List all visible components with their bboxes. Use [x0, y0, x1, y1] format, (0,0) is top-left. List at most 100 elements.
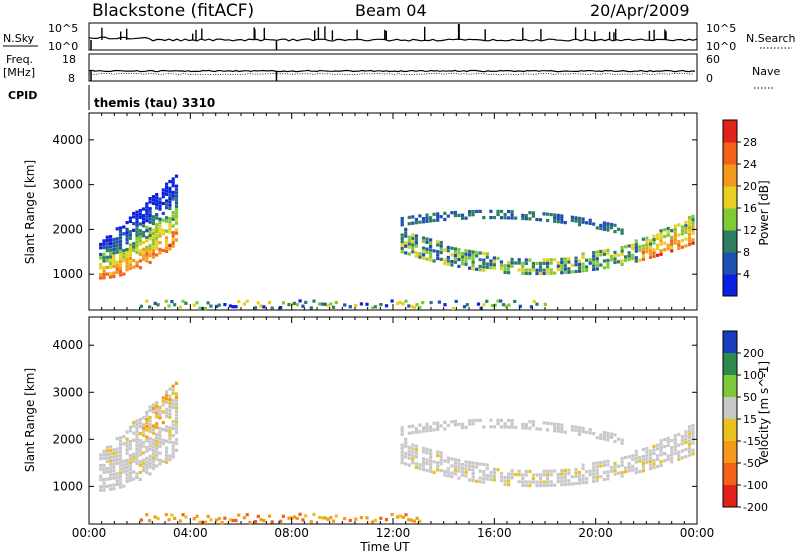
echo-cell: [390, 299, 394, 303]
echo-cell: [164, 513, 168, 517]
echo-cell: [556, 217, 560, 221]
echo-cell: [148, 220, 152, 224]
echo-cell: [174, 188, 179, 192]
echo-cell: [446, 474, 450, 478]
echo-cell: [287, 303, 291, 307]
echo-cell: [471, 250, 475, 254]
echo-cell: [624, 258, 628, 262]
echo-cell: [652, 251, 656, 255]
echo-cell: [687, 443, 692, 447]
echo-cell: [125, 430, 129, 434]
colorbar-tick-label: 12: [743, 224, 757, 237]
echo-cell: [141, 469, 146, 473]
echo-cell: [135, 426, 139, 430]
echo-cell: [400, 454, 404, 458]
echo-cell: [155, 196, 159, 200]
echo-cell: [577, 481, 582, 485]
echo-cell: [425, 250, 429, 254]
echo-cell: [135, 223, 139, 228]
echo-cell: [499, 418, 504, 422]
echo-cell: [670, 439, 674, 443]
echo-cell: [595, 465, 599, 469]
echo-cell: [514, 425, 518, 429]
echo-cell: [543, 302, 547, 306]
echo-cell: [460, 258, 465, 262]
echo-cell: [125, 264, 129, 268]
echo-cell: [666, 436, 670, 440]
echo-cell: [125, 227, 129, 231]
echo-cell: [577, 262, 582, 267]
echo-cell: [171, 184, 175, 188]
echo-cell: [155, 203, 159, 207]
echo-cell: [499, 267, 504, 271]
echo-cell: [535, 473, 539, 477]
echo-cell: [418, 220, 422, 224]
echo-cell: [125, 261, 129, 265]
echo-cell: [203, 306, 207, 311]
echo-cell: [450, 211, 454, 215]
echo-cell: [171, 217, 175, 221]
echo-cell: [148, 415, 152, 420]
echo-cell: [122, 259, 126, 263]
echo-cell: [102, 246, 106, 250]
echo-cell: [242, 516, 246, 520]
echo-cell: [507, 264, 511, 268]
echo-cell: [687, 453, 692, 457]
colorbar-tick-label: 24: [743, 158, 757, 171]
echo-cell: [411, 461, 415, 465]
echo-cell: [606, 252, 610, 256]
echo-cell: [641, 254, 645, 258]
echo-cell: [400, 243, 404, 247]
echo-cell: [499, 263, 504, 267]
echo-cell: [673, 437, 677, 441]
echo-cell: [165, 243, 169, 247]
echo-cell: [256, 301, 260, 305]
echo-cell: [99, 467, 103, 471]
echo-cell: [112, 483, 116, 487]
echo-cell: [105, 467, 109, 471]
echo-cell: [99, 488, 103, 492]
echo-cell: [209, 518, 213, 522]
echo-cell: [139, 518, 143, 522]
echo-cell: [631, 257, 635, 261]
echo-cell: [485, 299, 489, 303]
echo-cell: [588, 261, 592, 265]
echo-cell: [606, 431, 610, 435]
echo-cell: [691, 431, 695, 435]
echo-cell: [581, 217, 585, 221]
echo-cell: [478, 258, 482, 262]
echo-cell: [407, 245, 411, 249]
echo-cell: [503, 267, 507, 271]
echo-cell: [425, 429, 429, 433]
echo-cell: [155, 432, 159, 436]
echo-cell: [634, 467, 638, 471]
echo-cell: [656, 447, 660, 451]
echo-cell: [606, 228, 610, 232]
echo-cell: [165, 246, 169, 250]
echo-cell: [499, 299, 503, 303]
echo-cell: [259, 304, 263, 308]
echo-cell: [156, 303, 160, 307]
echo-cell: [677, 454, 681, 458]
echo-cell: [602, 249, 606, 253]
echo-cell: [443, 473, 447, 477]
echo-cell: [181, 513, 185, 517]
echo-cell: [171, 441, 175, 445]
echo-cell: [158, 426, 162, 431]
echo-cell: [504, 304, 508, 308]
echo-cell: [538, 473, 543, 477]
echo-cell: [371, 520, 375, 524]
echo-cell: [585, 470, 589, 474]
echo-cell: [581, 430, 585, 434]
colorbar-segment: [723, 463, 737, 486]
echo-cell: [326, 304, 330, 308]
echo-cell: [151, 232, 155, 236]
echo-cell: [425, 425, 429, 430]
echo-cell: [443, 303, 447, 307]
echo-cell: [118, 446, 123, 450]
echo-cell: [155, 226, 159, 230]
echo-cell: [567, 260, 571, 264]
echo-cell: [298, 299, 302, 303]
echo-cell: [411, 246, 415, 250]
echo-cell: [577, 432, 582, 436]
